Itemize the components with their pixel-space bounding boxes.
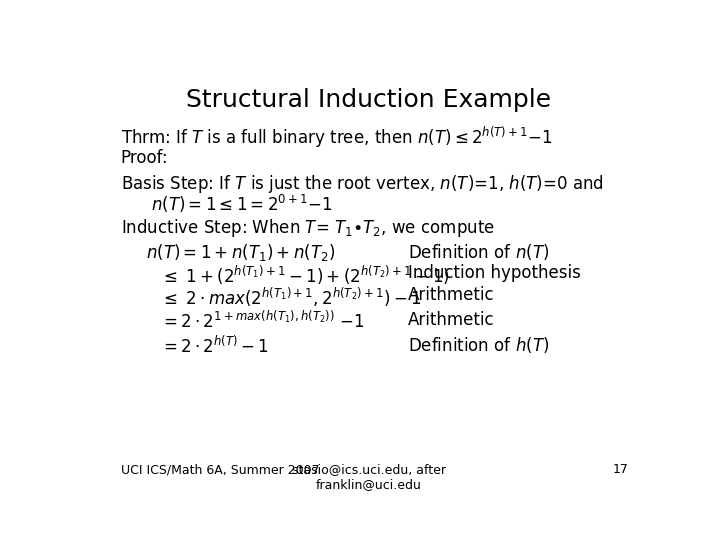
Text: $\mathit{= 2 \cdot 2^{1+max(h(T_1),h(T_2))}}$ $\mathit{-1}$: $\mathit{= 2 \cdot 2^{1+max(h(T_1),h(T_2…	[160, 310, 364, 332]
Text: Induction hypothesis: Induction hypothesis	[408, 264, 581, 282]
Text: Arithmetic: Arithmetic	[408, 286, 495, 303]
Text: Definition of $\mathit{h(T)}$: Definition of $\mathit{h(T)}$	[408, 335, 549, 355]
Text: Proof:: Proof:	[121, 149, 168, 167]
Text: Arithmetic: Arithmetic	[408, 310, 495, 328]
Text: Structural Induction Example: Structural Induction Example	[186, 87, 552, 112]
Text: $\mathit{n(T)=1+n(T_1)+n(T_2)}$: $\mathit{n(T)=1+n(T_1)+n(T_2)}$	[145, 242, 335, 264]
Text: UCI ICS/Math 6A, Summer 2007: UCI ICS/Math 6A, Summer 2007	[121, 463, 319, 476]
Text: stasio@ics.uci.edu, after
franklin@uci.edu: stasio@ics.uci.edu, after franklin@uci.e…	[292, 463, 446, 491]
Text: Inductive Step: When $\mathit{T}$= $\mathit{T_1}$$\bullet$$\mathit{T_2}$, we com: Inductive Step: When $\mathit{T}$= $\mat…	[121, 218, 495, 239]
Text: Basis Step: If $\mathit{T}$ is just the root vertex, $\mathit{n(T)}$=1, $\mathit: Basis Step: If $\mathit{T}$ is just the …	[121, 173, 603, 195]
Text: 17: 17	[613, 463, 629, 476]
Text: $\leq$ $\mathit{2 \cdot max(2^{h(T_1)+1},2^{h(T_2)+1})-1}$: $\leq$ $\mathit{2 \cdot max(2^{h(T_1)+1}…	[160, 286, 421, 309]
Text: Definition of $\mathit{n(T)}$: Definition of $\mathit{n(T)}$	[408, 242, 549, 262]
Text: Thrm: If $\mathit{T}$ is a full binary tree, then $\mathit{n(T)}$$\leq$$2^{\math: Thrm: If $\mathit{T}$ is a full binary t…	[121, 125, 552, 150]
Text: $\mathit{n(T)}$$\mathit{=1}$$\leq$$\mathit{1=2^{0+1}}$$\mathit{-1}$: $\mathit{n(T)}$$\mathit{=1}$$\leq$$\math…	[151, 193, 333, 215]
Text: $\mathit{= 2 \cdot 2^{h(T)}-1}$: $\mathit{= 2 \cdot 2^{h(T)}-1}$	[160, 335, 269, 357]
Text: $\leq$ $\mathit{1+(2^{h(T_1)+1}-1)+(2^{h(T_2)+1}-1)}$: $\leq$ $\mathit{1+(2^{h(T_1)+1}-1)+(2^{h…	[160, 264, 449, 287]
